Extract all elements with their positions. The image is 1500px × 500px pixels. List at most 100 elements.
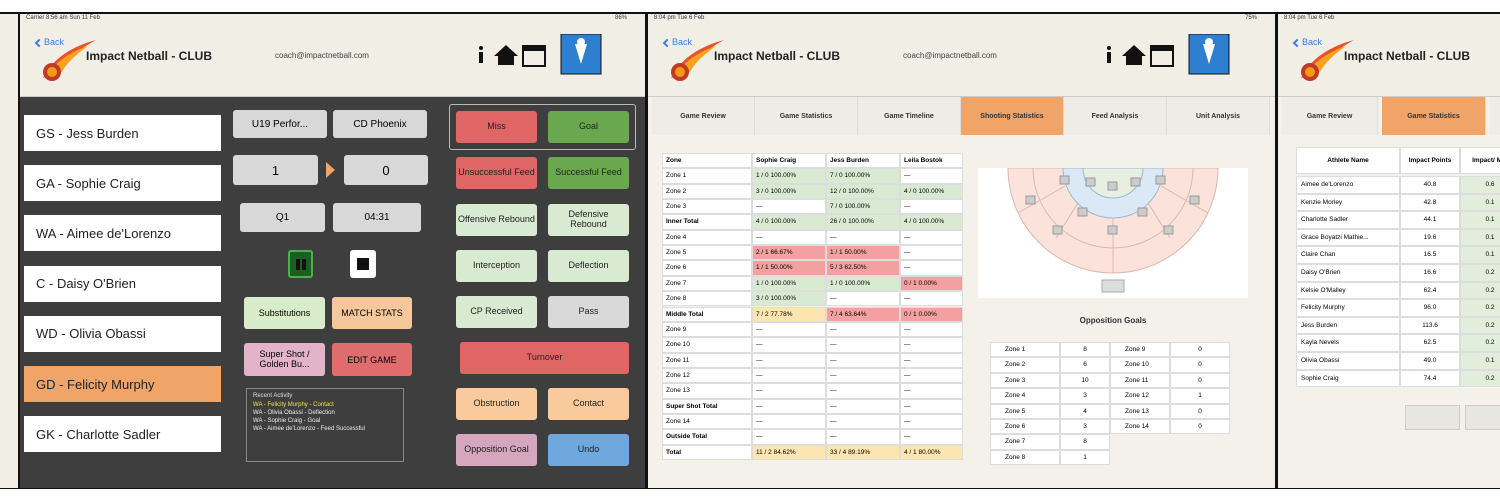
table-header: Impact Points: [1400, 147, 1460, 174]
action-button[interactable]: Deflection: [548, 250, 629, 282]
action-button[interactable]: Contact: [548, 388, 629, 420]
back-button[interactable]: Back: [1302, 37, 1323, 47]
player-button[interactable]: GA - Sophie Craig: [24, 165, 221, 202]
player-button[interactable]: WA - Aimee de'Lorenzo: [24, 215, 221, 252]
pause-bar: [296, 259, 300, 270]
zone-cell: Super Shot Total: [662, 398, 752, 414]
goal-zone-cell: Zone 3: [990, 372, 1060, 389]
tab[interactable]: Feed Analysis: [1064, 97, 1167, 135]
avatar-figure: [1205, 38, 1213, 46]
pager-button[interactable]: [1465, 405, 1500, 430]
goal-zone-cell: Zone 4: [990, 388, 1060, 404]
tab[interactable]: Game Review: [652, 97, 755, 135]
avatar-figure: [1203, 44, 1215, 64]
stop-button[interactable]: [350, 250, 376, 278]
calendar-icon[interactable]: [523, 46, 545, 51]
tab[interactable]: Game Review: [1282, 97, 1378, 135]
stat-cell: 7 / 0 100.00%: [826, 168, 900, 184]
goal-zone-cell: Zone 1: [990, 342, 1060, 358]
action-button[interactable]: Defensive Rebound: [548, 204, 629, 236]
away-score[interactable]: 0: [344, 155, 428, 185]
stat-cell: 0.1: [1460, 193, 1500, 212]
stat-cell: 42.8: [1400, 193, 1460, 212]
goal-count-cell: 8: [1060, 342, 1110, 358]
action-button[interactable]: Miss: [456, 111, 537, 143]
action-button[interactable]: CP Received: [456, 296, 537, 328]
zone-cell: Zone 11: [662, 352, 752, 368]
action-button[interactable]: Offensive Rebound: [456, 204, 537, 236]
pause-button[interactable]: [288, 250, 313, 278]
home-icon[interactable]: [494, 45, 518, 65]
substitutions-button[interactable]: Substitutions: [244, 297, 325, 329]
team-button[interactable]: U19 Perfor...: [233, 110, 327, 138]
zone-cell: Zone 9: [662, 321, 752, 338]
action-button[interactable]: Obstruction: [456, 388, 537, 420]
stat-cell: —: [752, 321, 826, 338]
marker: [1077, 207, 1088, 217]
zone-cell: Zone 5: [662, 245, 752, 261]
home-score[interactable]: 1: [233, 155, 318, 185]
stat-cell: 0.1: [1460, 352, 1500, 370]
edit-game-button[interactable]: EDIT GAME: [332, 343, 412, 376]
match-stats-button[interactable]: MATCH STATS: [332, 297, 412, 329]
logo-ball: [1305, 67, 1315, 77]
status-right: 86%: [614, 15, 627, 21]
goal-zone-cell: Zone 13: [1110, 403, 1170, 419]
court-diagram: [978, 168, 1248, 298]
player-button[interactable]: GD - Felicity Murphy: [24, 366, 221, 402]
zone-cell: Zone 7: [662, 275, 752, 292]
player-button[interactable]: GK - Charlotte Sadler: [24, 416, 221, 453]
action-group-outline: [449, 104, 636, 150]
action-button[interactable]: Unsuccessful Feed: [456, 157, 537, 189]
action-button[interactable]: Successful Feed: [548, 157, 629, 189]
super-shot-button[interactable]: Super Shot / Golden Bu...: [244, 343, 325, 376]
reset-button[interactable]: [1101, 279, 1125, 293]
action-button[interactable]: Turnover: [460, 342, 629, 374]
back-button[interactable]: Back: [672, 37, 693, 47]
info-icon[interactable]: [1107, 52, 1111, 63]
info-icon[interactable]: [479, 52, 483, 63]
status-left: 8:04 pm Tue 6 Feb: [1284, 15, 1335, 21]
tab[interactable]: Game Statistics: [755, 97, 858, 135]
info-icon[interactable]: [479, 46, 483, 50]
tab[interactable]: Unit Analysis: [1167, 97, 1270, 135]
player-button[interactable]: WD - Olivia Obassi: [24, 315, 221, 352]
player-button[interactable]: GS - Jess Burden: [24, 115, 221, 151]
player-button[interactable]: C - Daisy O'Brien: [24, 265, 221, 302]
stat-cell: —: [900, 260, 963, 276]
goal-count-cell: 0: [1170, 372, 1230, 389]
stat-cell: 4 / 0 100.00%: [900, 214, 963, 230]
opponent-button[interactable]: CD Phoenix: [333, 110, 427, 138]
activity-item: WA - Olivia Obassi - Deflection: [253, 410, 335, 417]
stat-cell: —: [826, 413, 900, 430]
tab[interactable]: [1490, 97, 1500, 135]
home-icon[interactable]: [1122, 45, 1146, 65]
back-button[interactable]: Back: [44, 37, 65, 47]
pause-bar: [302, 259, 306, 270]
info-icon[interactable]: [1107, 46, 1111, 50]
stat-cell: 7 / 2 77.78%: [752, 306, 826, 322]
tab[interactable]: Game Timeline: [858, 97, 961, 135]
action-button[interactable]: Pass: [548, 296, 629, 328]
stat-cell: 49.0: [1400, 352, 1460, 370]
account-email: coach@impactnetball.com: [903, 51, 997, 60]
calendar-icon[interactable]: [1151, 46, 1173, 51]
action-button[interactable]: Interception: [456, 250, 537, 282]
stat-cell: —: [900, 398, 963, 414]
quarter[interactable]: Q1: [240, 203, 325, 232]
stat-cell: 7 / 0 100.00%: [826, 199, 900, 215]
tab[interactable]: Shooting Statistics: [961, 97, 1064, 135]
game-clock[interactable]: 04:31: [333, 203, 421, 232]
goal-count-cell: 3: [1060, 419, 1110, 435]
stat-cell: —: [900, 321, 963, 338]
goal-count-cell: 1: [1170, 388, 1230, 404]
stat-cell: —: [752, 413, 826, 430]
action-button[interactable]: Goal: [548, 111, 629, 143]
action-button[interactable]: Opposition Goal: [456, 434, 537, 466]
pager-button[interactable]: [1405, 405, 1460, 430]
tab[interactable]: Game Statistics: [1382, 97, 1486, 135]
goal-zone-cell: Zone 9: [1110, 342, 1170, 358]
goal-count-cell: 8: [1060, 434, 1110, 450]
action-button[interactable]: Undo: [548, 434, 629, 466]
